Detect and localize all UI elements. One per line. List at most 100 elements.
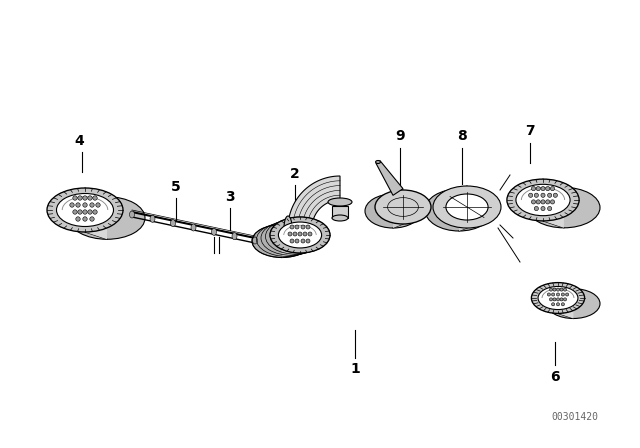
Circle shape <box>561 303 564 306</box>
Circle shape <box>556 298 559 301</box>
Circle shape <box>306 225 310 229</box>
Circle shape <box>550 298 552 301</box>
Polygon shape <box>288 176 340 228</box>
Ellipse shape <box>438 197 480 223</box>
Circle shape <box>290 225 294 229</box>
Polygon shape <box>393 190 403 228</box>
Circle shape <box>529 193 532 197</box>
Circle shape <box>76 217 80 221</box>
Circle shape <box>563 288 566 291</box>
Circle shape <box>93 196 97 200</box>
Ellipse shape <box>278 222 322 248</box>
Circle shape <box>83 203 87 207</box>
Circle shape <box>295 239 299 243</box>
Ellipse shape <box>433 186 501 228</box>
Ellipse shape <box>376 160 380 164</box>
Ellipse shape <box>547 289 600 319</box>
Circle shape <box>73 196 77 200</box>
Circle shape <box>553 193 557 197</box>
Circle shape <box>548 193 552 197</box>
Circle shape <box>290 239 294 243</box>
Circle shape <box>534 193 538 197</box>
Circle shape <box>83 217 87 221</box>
Ellipse shape <box>129 211 134 218</box>
Ellipse shape <box>191 224 196 231</box>
Circle shape <box>541 186 545 191</box>
Circle shape <box>90 217 94 221</box>
Circle shape <box>76 203 80 207</box>
Circle shape <box>293 232 297 236</box>
Circle shape <box>70 203 74 207</box>
Ellipse shape <box>375 190 431 224</box>
Circle shape <box>301 239 305 243</box>
Polygon shape <box>558 283 573 319</box>
Circle shape <box>531 200 536 204</box>
Text: 00301420: 00301420 <box>551 412 598 422</box>
Ellipse shape <box>446 194 488 220</box>
Text: 4: 4 <box>74 134 84 148</box>
Ellipse shape <box>528 187 600 228</box>
Text: 8: 8 <box>457 129 467 143</box>
Polygon shape <box>543 179 564 228</box>
Ellipse shape <box>328 198 352 206</box>
Text: 5: 5 <box>171 180 181 194</box>
Circle shape <box>566 293 569 296</box>
Polygon shape <box>459 186 467 231</box>
Ellipse shape <box>332 215 348 221</box>
Circle shape <box>288 232 292 236</box>
Polygon shape <box>282 217 300 258</box>
Ellipse shape <box>507 179 579 221</box>
Circle shape <box>301 225 305 229</box>
Polygon shape <box>376 161 403 195</box>
Ellipse shape <box>47 188 123 232</box>
Circle shape <box>303 232 307 236</box>
Circle shape <box>536 200 540 204</box>
Circle shape <box>88 196 92 200</box>
Circle shape <box>563 298 566 301</box>
Circle shape <box>78 196 82 200</box>
Ellipse shape <box>538 286 578 310</box>
Circle shape <box>552 303 555 306</box>
Circle shape <box>73 210 77 214</box>
Ellipse shape <box>232 233 237 240</box>
Circle shape <box>306 239 310 243</box>
Ellipse shape <box>365 194 421 228</box>
Circle shape <box>93 210 97 214</box>
Circle shape <box>531 186 536 191</box>
Circle shape <box>536 186 540 191</box>
Circle shape <box>550 200 555 204</box>
Circle shape <box>556 293 559 296</box>
Circle shape <box>83 196 87 200</box>
Circle shape <box>308 232 312 236</box>
Ellipse shape <box>211 228 216 235</box>
Ellipse shape <box>253 237 257 244</box>
Ellipse shape <box>56 194 113 227</box>
Circle shape <box>541 207 545 211</box>
Circle shape <box>556 288 559 291</box>
Circle shape <box>541 193 545 197</box>
Circle shape <box>553 298 556 301</box>
Circle shape <box>556 303 559 306</box>
Circle shape <box>96 203 100 207</box>
Bar <box>332 206 348 218</box>
Text: 9: 9 <box>395 129 405 143</box>
Circle shape <box>548 207 552 211</box>
Circle shape <box>553 288 556 291</box>
Circle shape <box>83 210 87 214</box>
Circle shape <box>534 207 538 211</box>
Circle shape <box>550 186 555 191</box>
Circle shape <box>546 186 550 191</box>
Circle shape <box>298 232 302 236</box>
Circle shape <box>546 200 550 204</box>
Text: 1: 1 <box>350 362 360 376</box>
Ellipse shape <box>531 283 584 314</box>
Circle shape <box>88 210 92 214</box>
Ellipse shape <box>425 189 493 231</box>
Ellipse shape <box>150 215 155 222</box>
Circle shape <box>552 293 555 296</box>
Ellipse shape <box>270 217 330 253</box>
Text: 2: 2 <box>290 167 300 181</box>
Circle shape <box>561 293 564 296</box>
Ellipse shape <box>252 224 312 258</box>
Ellipse shape <box>170 220 175 227</box>
